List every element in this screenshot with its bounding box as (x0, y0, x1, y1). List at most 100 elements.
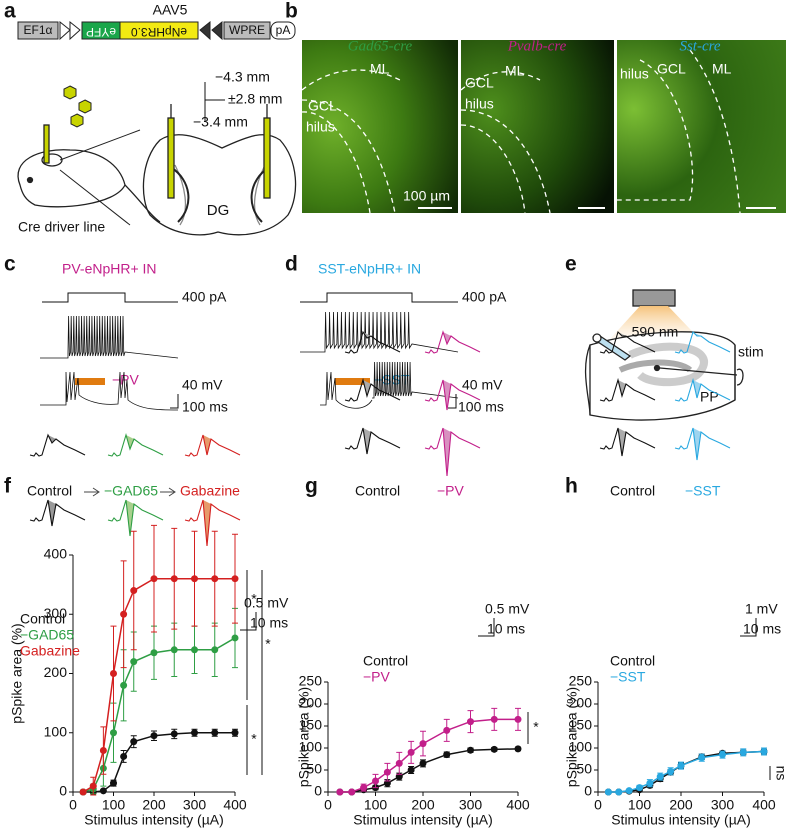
data-point (719, 751, 726, 759)
data-point (130, 587, 138, 595)
shaded-area (443, 332, 451, 344)
scale-v: 40 mV (182, 377, 223, 393)
psp-trace (424, 379, 481, 411)
data-point (383, 768, 391, 776)
psp-trace (674, 377, 731, 402)
panel-label: f (4, 475, 12, 498)
shaded-area (126, 435, 134, 449)
psp-trace (424, 330, 481, 354)
psp-trace (424, 427, 481, 477)
condition: Gabazine (180, 483, 240, 499)
y-tick-label: 200 (569, 695, 593, 711)
y-axis-label: pSpike area (%) (564, 687, 580, 787)
psp-trace (344, 427, 401, 455)
panel-label: h (565, 475, 578, 498)
data-point (211, 575, 219, 583)
data-point (99, 787, 107, 795)
data-point (407, 748, 415, 756)
panel-label: e (565, 253, 577, 276)
legend-entry: −GAD65 (20, 627, 74, 643)
condition: Control (27, 483, 72, 499)
current-label: 400 pA (462, 289, 507, 305)
y-tick-label: 50 (576, 761, 592, 777)
data-point (443, 751, 451, 759)
data-point (191, 646, 198, 654)
y-tick-label: 0 (314, 783, 322, 799)
image (302, 40, 458, 213)
voltage-trace (372, 361, 459, 399)
data-point (636, 784, 643, 792)
region: GCL (657, 61, 686, 77)
y-tick-label: 250 (569, 673, 593, 689)
scale-t: 10 ms (743, 621, 781, 637)
data-point (646, 779, 654, 787)
series-line (608, 750, 765, 793)
reporter: eYFP (86, 25, 116, 39)
region: hilus (306, 119, 335, 135)
y-tick-label: 100 (569, 739, 593, 755)
significance: ns (773, 766, 787, 781)
voltage-trace (40, 315, 179, 359)
data-point (615, 788, 623, 796)
y-tick-label: 200 (44, 664, 68, 680)
data-point (99, 747, 107, 755)
data-point (211, 646, 219, 654)
psp-trace (184, 499, 241, 547)
psp-trace (107, 433, 164, 457)
wavelength: 590 nm (632, 324, 679, 340)
current-step (42, 292, 178, 303)
layer-borders (301, 49, 741, 214)
data-point (79, 788, 87, 796)
scale-bar (448, 394, 457, 409)
condition: −PV (437, 483, 465, 499)
region: GCL (308, 98, 337, 114)
current-step (300, 292, 458, 303)
panel-label: a (4, 0, 16, 23)
x-tick-label: 200 (142, 797, 166, 813)
voltage-trace (320, 371, 373, 409)
data-point (211, 729, 219, 737)
shaded-area (363, 428, 371, 454)
data-point (625, 787, 633, 795)
data-point (130, 658, 138, 666)
scale-bar (170, 394, 179, 409)
line-title: Sst-cre (679, 38, 720, 54)
condition: −SST (685, 483, 721, 499)
shaded-area (618, 380, 626, 396)
x-tick-label: 400 (752, 797, 776, 813)
psp-trace (599, 377, 656, 402)
y-tick-label: 150 (569, 717, 593, 733)
shaded-area (443, 380, 451, 410)
data-point (170, 575, 178, 583)
shaded-area (48, 500, 56, 526)
psp-trace (344, 377, 401, 402)
data-point (419, 759, 427, 767)
data-point (336, 788, 344, 796)
data-point (110, 729, 117, 737)
scale-t: 100 ms (182, 399, 228, 415)
data-point (120, 610, 128, 618)
data-point (170, 646, 178, 654)
legend-entry: −PV (363, 669, 391, 685)
x-tick-label: 200 (669, 797, 693, 813)
x-tick-label: 100 (364, 797, 388, 813)
data-point (150, 575, 158, 583)
data-point (150, 649, 158, 657)
series-line (83, 732, 235, 793)
region-label: DG (207, 202, 230, 219)
line-title: Pvalb-cre (507, 38, 567, 54)
data-point (407, 766, 415, 774)
data-point (677, 762, 685, 770)
x-tick-label: 100 (628, 797, 652, 813)
psp-trace (29, 499, 86, 527)
legend-entry: Control (363, 653, 408, 669)
current-label: 400 pA (182, 289, 227, 305)
shaded-area (618, 428, 626, 456)
mouse-label: Cre driver line (18, 219, 105, 235)
y-tick-label: 50 (306, 761, 322, 777)
arrows (84, 487, 176, 497)
wpre: WPRE (229, 23, 265, 37)
data-point (120, 681, 128, 689)
legend-entry: Control (20, 611, 65, 627)
image (461, 40, 614, 213)
